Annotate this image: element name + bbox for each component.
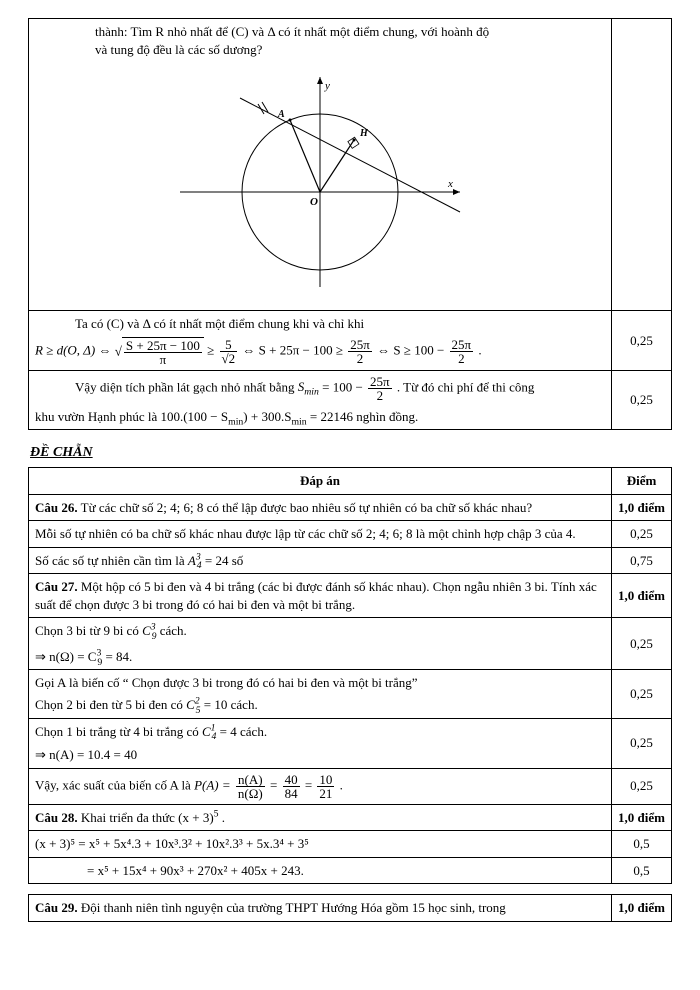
q27-r3-score: 0,25: [612, 670, 672, 718]
q27-r2: Chọn 3 bi từ 9 bi có C39 cách. ⇒ n(Ω) = …: [29, 618, 612, 670]
q28-r2-score: 0,5: [612, 831, 672, 858]
q28-r2: (x + 3)⁵ = x⁵ + 5x⁴.3 + 10x³.3² + 10x².3…: [29, 831, 612, 858]
cell-score-empty: [612, 19, 672, 311]
q26: Câu 26. Từ các chữ số 2; 4; 6; 8 có thể …: [29, 494, 612, 521]
q28: Câu 28. Khai triển đa thức (x + 3)5 .: [29, 804, 612, 831]
q29-score: 1,0 điểm: [612, 895, 672, 922]
q26-r2: Mỗi số tự nhiên có ba chữ số khác nhau đ…: [29, 521, 612, 548]
q26-r2-score: 0,25: [612, 521, 672, 548]
frac-25pi2-b: 25π2: [448, 338, 476, 365]
q27-r3: Gọi A là biến cố “ Chọn được 3 bi trong …: [29, 670, 612, 718]
math-mid: ⇔ S + 25π − 100 ≥: [242, 342, 346, 357]
svg-text:y: y: [324, 80, 330, 92]
text-step1-line1: Ta có (C) và Δ có ít nhất một điểm chung…: [35, 315, 605, 333]
frac-25pi2-a: 25π2: [346, 338, 374, 365]
frac-r3: 25π2: [366, 375, 394, 402]
section-heading: ĐỀ CHẴN: [30, 444, 672, 463]
math-mid2: ⇔ S ≥ 100 −: [377, 342, 447, 357]
q27-r2-score: 0,25: [612, 618, 672, 670]
hdr-score: Điểm: [612, 468, 672, 495]
svg-text:O: O: [310, 196, 318, 208]
q28-r3-score: 0,5: [612, 857, 672, 884]
q26-score: 1,0 điểm: [612, 494, 672, 521]
text-line1: thành: Tìm R nhỏ nhất để (C) và Δ có ít …: [35, 23, 605, 41]
text-line2: và tung độ đều là các số dương?: [35, 41, 605, 59]
q27-r5-score: 0,25: [612, 768, 672, 804]
q27-r4: Chọn 1 bi trắng từ 4 bi trắng có C14 = 4…: [29, 718, 612, 768]
cell-step1: Ta có (C) và Δ có ít nhất một điểm chung…: [29, 311, 612, 371]
math-sqrt: √S + 25π − 100π: [115, 337, 204, 366]
cell-problem-figure: thành: Tìm R nhỏ nhất để (C) và Δ có ít …: [29, 19, 612, 311]
math-RdOA: R ≥ d(O, Δ) ⇔: [35, 342, 115, 357]
q26-r3: Số các số tự nhiên cần tìm là A34 = 24 s…: [29, 547, 612, 574]
svg-text:A: A: [277, 109, 285, 120]
q27-r5: Vậy, xác suất của biến cố A là P(A) = n(…: [29, 768, 612, 804]
table-q29: Câu 29. Đội thanh niên tình nguyện của t…: [28, 894, 672, 922]
cell-step2: Vậy diện tích phần lát gạch nhỏ nhất bằn…: [29, 370, 612, 430]
q28-score: 1,0 điểm: [612, 804, 672, 831]
q27-r4-score: 0,25: [612, 718, 672, 768]
q27: Câu 27. Một hộp có 5 bi đen và 4 bi trắn…: [29, 574, 612, 618]
table-top: thành: Tìm R nhỏ nhất để (C) và Δ có ít …: [28, 18, 672, 430]
svg-text:x: x: [447, 178, 453, 190]
math-tail: .: [478, 342, 481, 357]
cell-score-r2: 0,25: [612, 311, 672, 371]
text-r3a: Vậy diện tích phần lát gạch nhỏ nhất bằn…: [75, 379, 298, 394]
q29: Câu 29. Đội thanh niên tình nguyện của t…: [29, 895, 612, 922]
text-r3c: khu vườn Hạnh phúc là 100.(100 − S: [35, 409, 228, 424]
table-answers: Đáp án Điểm Câu 26. Từ các chữ số 2; 4; …: [28, 467, 672, 884]
cell-score-r3: 0,25: [612, 370, 672, 430]
q26-r3-score: 0,75: [612, 547, 672, 574]
q27-score: 1,0 điểm: [612, 574, 672, 618]
q28-r3: = x⁵ + 15x⁴ + 90x³ + 270x² + 405x + 243.: [29, 857, 612, 884]
svg-text:H: H: [359, 128, 369, 139]
hdr-answer: Đáp án: [29, 468, 612, 495]
frac-5root2: 5√2: [218, 338, 240, 365]
diagram-circle: y x O A H: [170, 62, 470, 302]
